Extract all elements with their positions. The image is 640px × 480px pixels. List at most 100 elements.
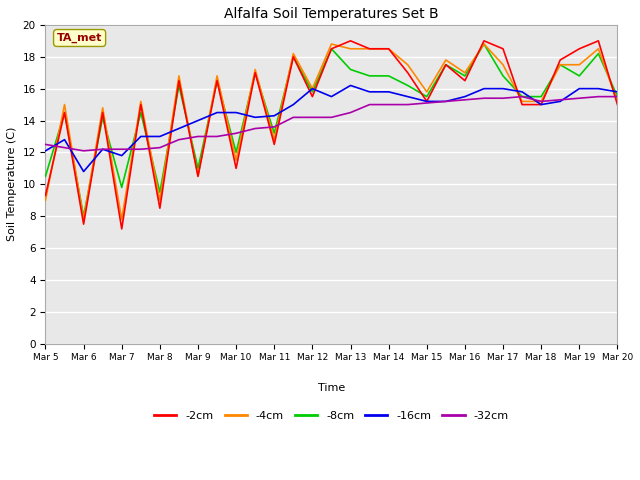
-16cm <box>480 86 488 92</box>
-4cm <box>499 62 507 68</box>
Title: Alfalfa Soil Temperatures Set B: Alfalfa Soil Temperatures Set B <box>224 7 439 21</box>
-32cm <box>575 96 583 101</box>
Line: -16cm: -16cm <box>45 85 618 171</box>
-16cm <box>423 98 431 104</box>
-2cm <box>118 226 125 232</box>
-16cm <box>518 89 526 95</box>
-8cm <box>404 83 412 88</box>
-8cm <box>518 94 526 99</box>
-8cm <box>538 94 545 99</box>
-2cm <box>308 94 316 99</box>
-4cm <box>289 51 297 57</box>
-2cm <box>271 142 278 147</box>
-16cm <box>442 98 450 104</box>
-16cm <box>499 86 507 92</box>
-2cm <box>213 78 221 84</box>
-16cm <box>232 109 240 115</box>
-2cm <box>175 78 183 84</box>
-8cm <box>442 62 450 68</box>
-8cm <box>423 94 431 99</box>
-2cm <box>328 46 335 52</box>
-16cm <box>461 94 468 99</box>
-8cm <box>232 150 240 156</box>
-8cm <box>575 73 583 79</box>
-8cm <box>213 78 221 84</box>
-4cm <box>404 62 412 68</box>
-4cm <box>232 157 240 163</box>
-2cm <box>289 54 297 60</box>
-16cm <box>595 86 602 92</box>
-32cm <box>556 97 564 103</box>
-8cm <box>175 83 183 88</box>
-8cm <box>252 70 259 75</box>
-8cm <box>595 51 602 57</box>
-16cm <box>213 109 221 115</box>
-2cm <box>556 57 564 63</box>
-16cm <box>118 153 125 158</box>
-4cm <box>42 197 49 203</box>
-8cm <box>42 173 49 179</box>
-2cm <box>461 78 468 84</box>
-32cm <box>595 94 602 99</box>
-2cm <box>252 70 259 75</box>
-2cm <box>347 38 355 44</box>
-8cm <box>156 190 164 195</box>
-2cm <box>575 46 583 52</box>
-16cm <box>289 102 297 108</box>
-2cm <box>61 109 68 115</box>
-4cm <box>614 98 621 104</box>
-32cm <box>42 142 49 147</box>
-8cm <box>99 114 106 120</box>
-16cm <box>156 133 164 139</box>
-2cm <box>232 166 240 171</box>
-2cm <box>385 46 392 52</box>
-4cm <box>480 41 488 47</box>
-8cm <box>385 73 392 79</box>
-2cm <box>156 205 164 211</box>
-4cm <box>213 73 221 79</box>
-32cm <box>518 94 526 99</box>
-4cm <box>252 67 259 72</box>
-16cm <box>404 94 412 99</box>
Legend: -2cm, -4cm, -8cm, -16cm, -32cm: -2cm, -4cm, -8cm, -16cm, -32cm <box>150 407 513 425</box>
-8cm <box>614 94 621 99</box>
-4cm <box>308 86 316 92</box>
-8cm <box>556 62 564 68</box>
-32cm <box>213 133 221 139</box>
-4cm <box>156 197 164 203</box>
-32cm <box>480 96 488 101</box>
-32cm <box>442 98 450 104</box>
-2cm <box>423 98 431 104</box>
-16cm <box>137 133 145 139</box>
-2cm <box>595 38 602 44</box>
X-axis label: Time: Time <box>318 383 345 393</box>
-4cm <box>99 105 106 111</box>
-16cm <box>80 168 88 174</box>
-16cm <box>99 146 106 152</box>
-4cm <box>556 62 564 68</box>
-32cm <box>385 102 392 108</box>
-32cm <box>308 114 316 120</box>
-4cm <box>595 46 602 52</box>
-8cm <box>61 109 68 115</box>
-2cm <box>365 46 373 52</box>
-16cm <box>365 89 373 95</box>
-8cm <box>480 41 488 47</box>
-2cm <box>80 221 88 227</box>
-32cm <box>194 133 202 139</box>
-16cm <box>42 148 49 154</box>
-32cm <box>404 102 412 108</box>
-16cm <box>252 114 259 120</box>
-32cm <box>175 137 183 143</box>
-2cm <box>442 62 450 68</box>
-16cm <box>328 94 335 99</box>
-4cm <box>538 98 545 104</box>
-2cm <box>499 46 507 52</box>
-16cm <box>556 98 564 104</box>
-4cm <box>194 173 202 179</box>
-2cm <box>538 102 545 108</box>
-4cm <box>137 98 145 104</box>
-32cm <box>61 145 68 151</box>
-16cm <box>385 89 392 95</box>
-16cm <box>194 118 202 123</box>
